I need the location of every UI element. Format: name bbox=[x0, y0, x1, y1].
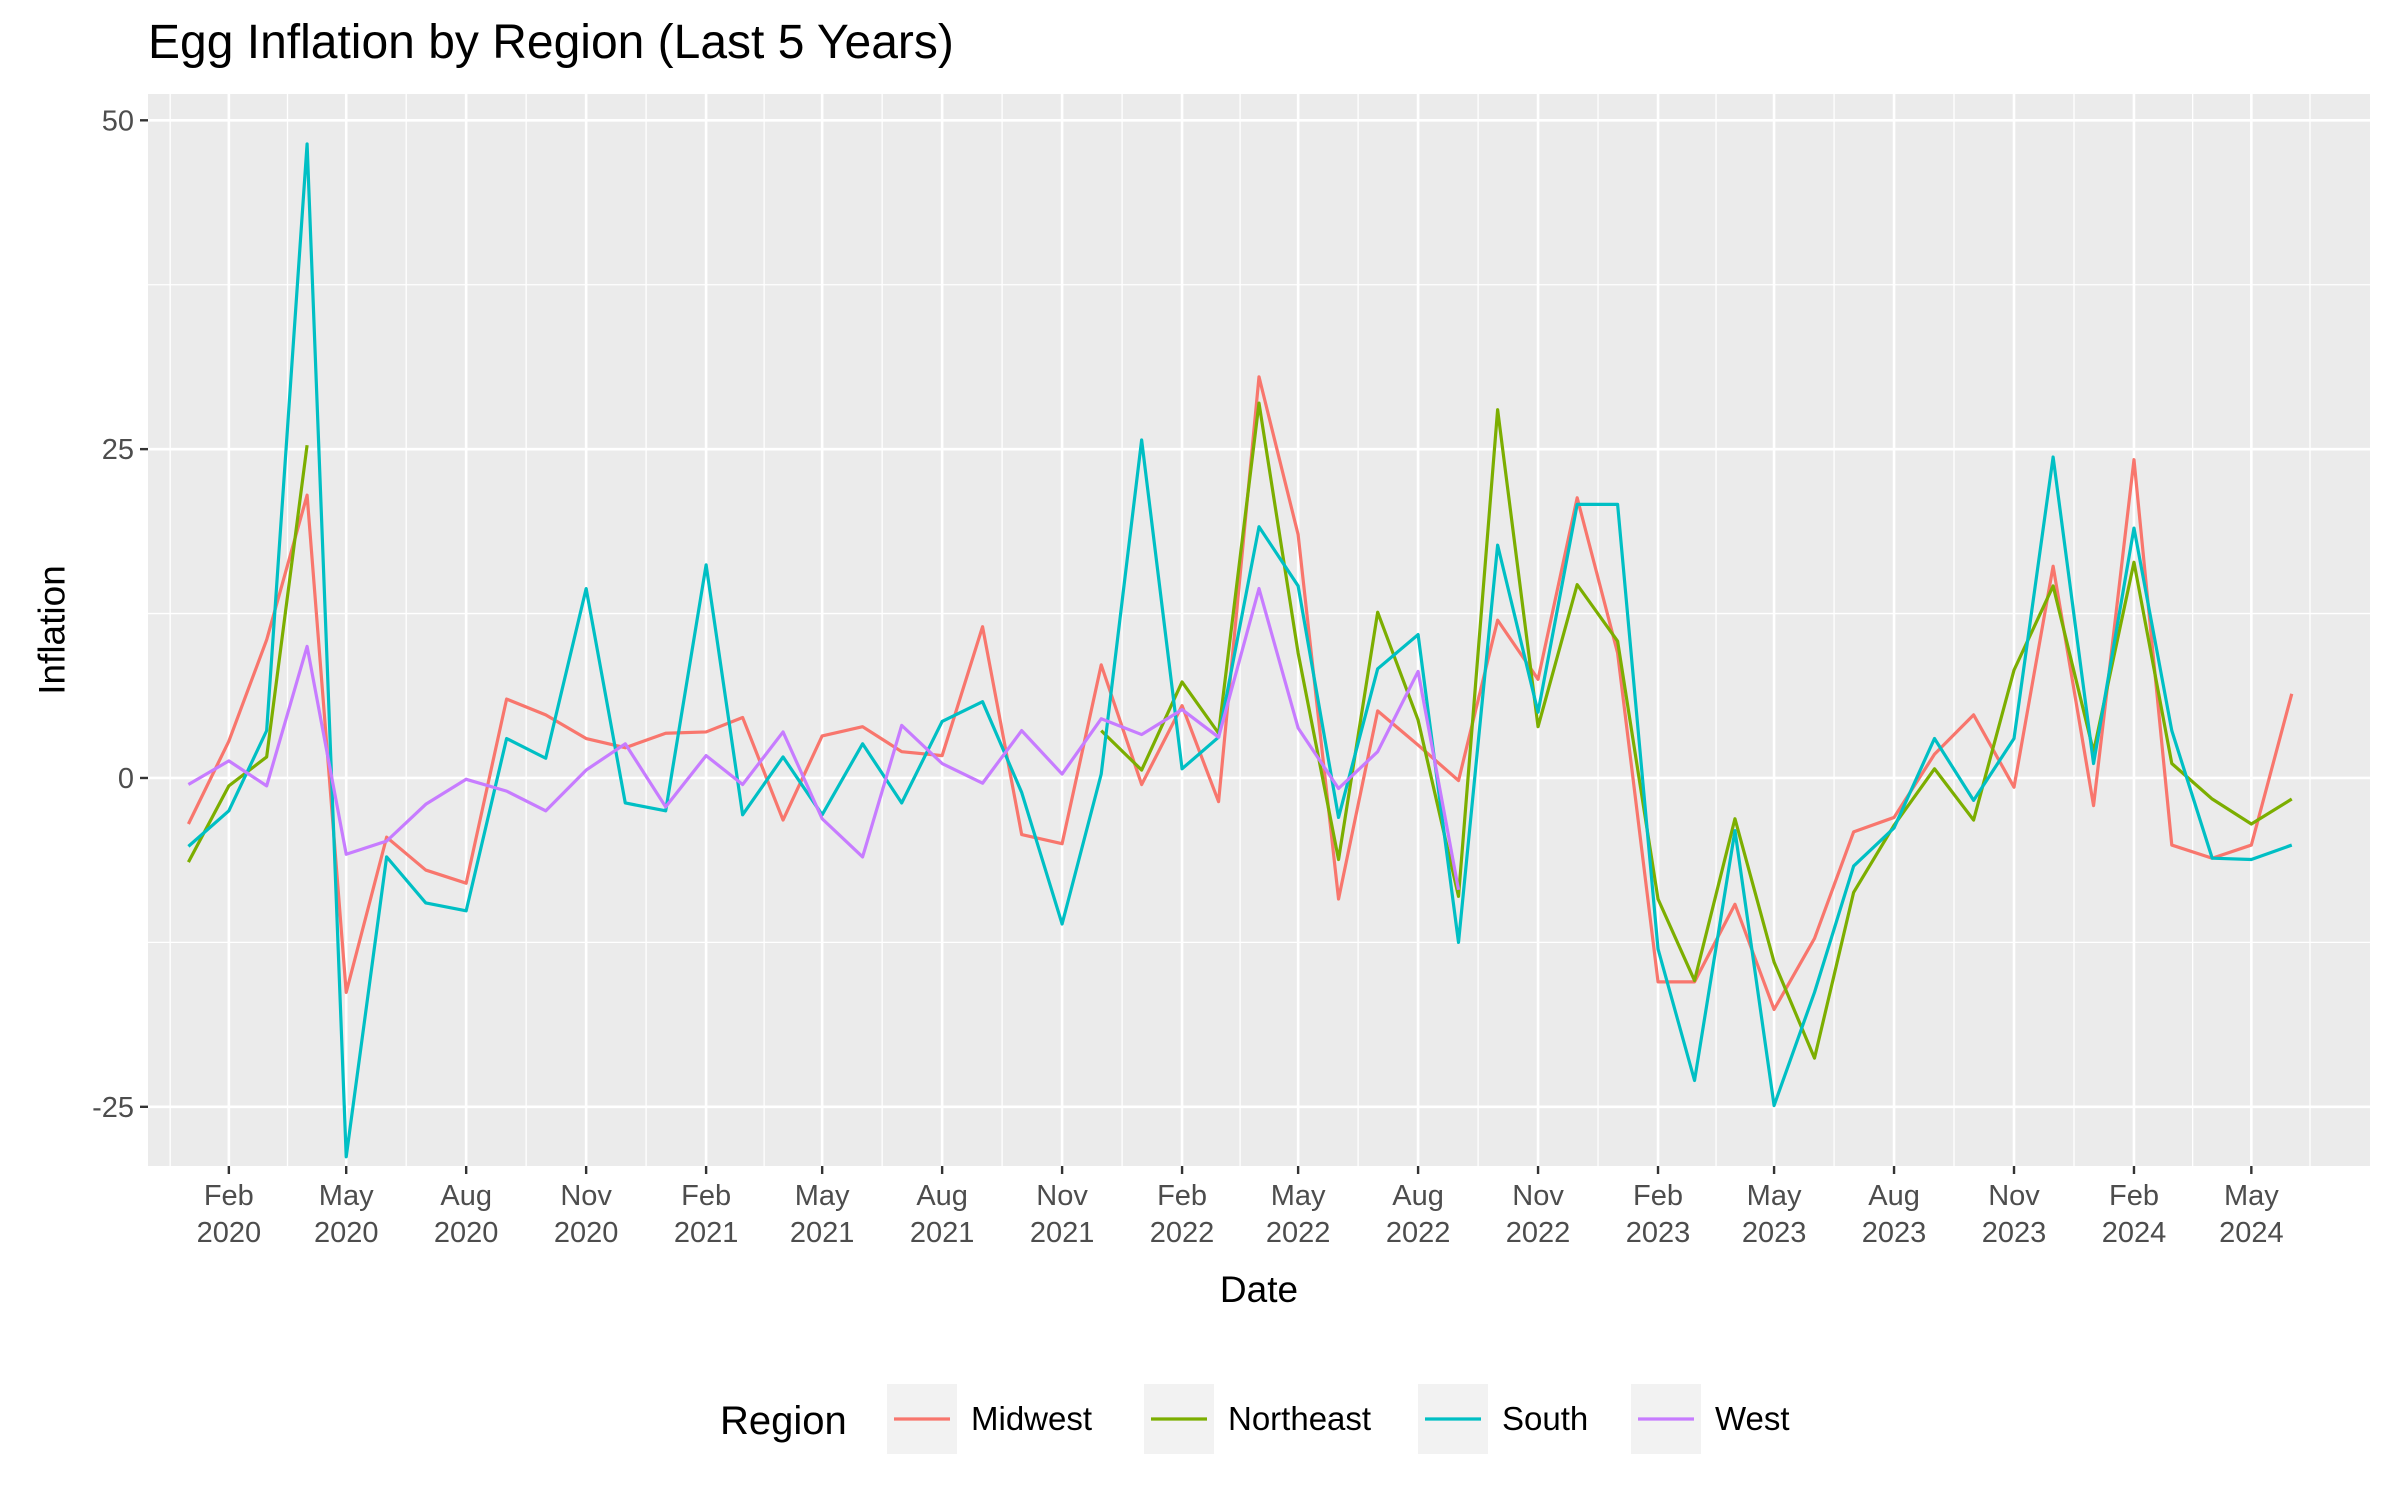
legend-label-south: South bbox=[1502, 1400, 1588, 1437]
y-tick-label: 50 bbox=[102, 105, 134, 137]
x-tick-label-year: 2021 bbox=[790, 1217, 855, 1249]
y-axis: -25 0 25 50 bbox=[92, 105, 148, 1124]
y-tick-label: 0 bbox=[118, 763, 134, 795]
x-tick-label-month: Feb bbox=[1157, 1180, 1207, 1212]
legend-label-northeast: Northeast bbox=[1228, 1400, 1371, 1437]
x-tick-label-year: 2023 bbox=[1982, 1217, 2047, 1249]
legend: Region Midwest Northeast South West bbox=[720, 1384, 1790, 1454]
x-tick-label-month: Feb bbox=[1633, 1180, 1683, 1212]
grid-major bbox=[148, 94, 2370, 1166]
x-tick-label-year: 2022 bbox=[1150, 1217, 1215, 1249]
x-tick-label-year: 2021 bbox=[1030, 1217, 1095, 1249]
x-tick-label-year: 2024 bbox=[2102, 1217, 2167, 1249]
x-tick-label-year: 2020 bbox=[197, 1217, 262, 1249]
series-lines bbox=[186, 142, 2294, 1159]
grid-minor bbox=[148, 94, 2370, 1166]
x-tick-label-month: Aug bbox=[916, 1180, 968, 1212]
x-tick-label-month: Feb bbox=[2109, 1180, 2159, 1212]
x-axis: Feb 2020 May 2020 Aug 2020 Nov 2020 Feb 2021 May 20… bbox=[197, 1166, 2284, 1249]
legend-label-midwest: Midwest bbox=[971, 1400, 1092, 1437]
x-tick-label-month: Nov bbox=[560, 1180, 612, 1212]
x-tick-label-month: Nov bbox=[1512, 1180, 1564, 1212]
x-tick-label-month: May bbox=[1747, 1180, 1802, 1212]
x-tick-label-month: Nov bbox=[1988, 1180, 2040, 1212]
x-tick-label-year: 2022 bbox=[1386, 1217, 1451, 1249]
x-tick-label-year: 2022 bbox=[1506, 1217, 1571, 1249]
x-tick-label-month: Feb bbox=[681, 1180, 731, 1212]
series-line-south bbox=[187, 142, 2293, 1159]
legend-items: Midwest Northeast South West bbox=[887, 1384, 1790, 1454]
x-tick-label-year: 2020 bbox=[554, 1217, 619, 1249]
legend-label-west: West bbox=[1715, 1400, 1790, 1437]
x-tick-label-month: Aug bbox=[1392, 1180, 1444, 1212]
y-axis-title: Inflation bbox=[32, 565, 73, 695]
x-tick-label-month: Aug bbox=[440, 1180, 492, 1212]
y-tick-label: -25 bbox=[92, 1092, 134, 1124]
x-axis-title: Date bbox=[1220, 1269, 1298, 1310]
plot-panel bbox=[148, 94, 2370, 1166]
x-tick-label-month: May bbox=[2224, 1180, 2279, 1212]
x-tick-label-month: May bbox=[795, 1180, 850, 1212]
chart-title: Egg Inflation by Region (Last 5 Years) bbox=[148, 16, 954, 69]
x-tick-label-year: 2024 bbox=[2219, 1217, 2284, 1249]
x-tick-label-year: 2021 bbox=[674, 1217, 739, 1249]
series-line-west bbox=[187, 586, 1461, 891]
x-tick-label-year: 2021 bbox=[910, 1217, 975, 1249]
x-tick-label-month: Aug bbox=[1868, 1180, 1920, 1212]
x-tick-label-month: Feb bbox=[204, 1180, 254, 1212]
x-tick-label-year: 2020 bbox=[434, 1217, 499, 1249]
y-tick-label: 25 bbox=[102, 434, 134, 466]
x-tick-label-year: 2022 bbox=[1266, 1217, 1331, 1249]
legend-title: Region bbox=[720, 1399, 847, 1443]
x-tick-label-year: 2023 bbox=[1862, 1217, 1927, 1249]
x-tick-label-year: 2023 bbox=[1626, 1217, 1691, 1249]
x-tick-label-year: 2020 bbox=[314, 1217, 379, 1249]
x-tick-label-year: 2023 bbox=[1742, 1217, 1807, 1249]
x-tick-label-month: Nov bbox=[1036, 1180, 1088, 1212]
x-tick-label-month: May bbox=[1271, 1180, 1326, 1212]
x-tick-label-month: May bbox=[319, 1180, 374, 1212]
